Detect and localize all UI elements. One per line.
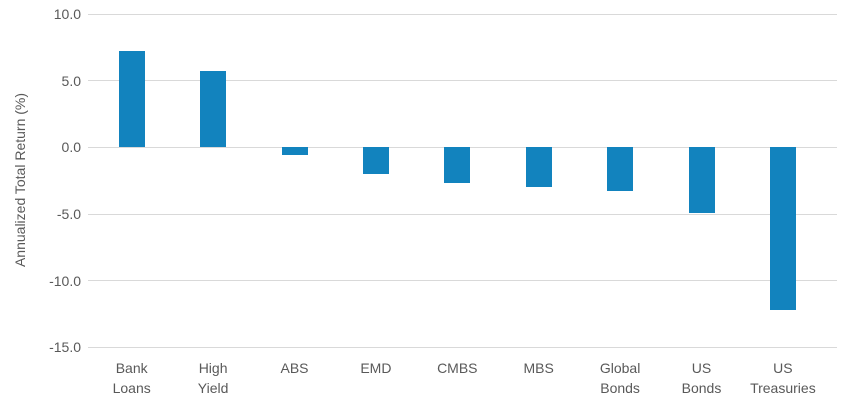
x-tick-label-line: CMBS xyxy=(437,360,478,376)
bar-mbs xyxy=(525,147,552,188)
x-tick-label-line: Bank xyxy=(115,360,148,376)
y-tick-label: -5.0 xyxy=(56,206,81,223)
x-tick-label-line: Bonds xyxy=(681,380,722,396)
gridline xyxy=(88,213,837,215)
x-axis-labels: Bank Loans High Yield ABS EMD CMBS MBS Global Bon… xyxy=(0,358,850,402)
x-tick-label-line: Global xyxy=(599,360,641,376)
gridline xyxy=(88,346,837,348)
x-tick-label-line: ABS xyxy=(280,360,309,376)
x-tick-label-global-bonds: Global Bonds xyxy=(579,358,661,398)
bar-us-treasuries xyxy=(769,147,796,311)
x-tick-label-line: Yield xyxy=(197,380,229,396)
x-tick-label-cmbs: CMBS xyxy=(416,358,498,378)
y-tick-label: 5.0 xyxy=(61,72,81,89)
bar-us-bonds xyxy=(688,147,715,213)
x-tick-label-line: MBS xyxy=(523,360,554,376)
x-tick-label-emd: EMD xyxy=(335,358,417,378)
x-tick-label-us-bonds: US Bonds xyxy=(661,358,743,398)
gridline xyxy=(88,13,837,15)
x-tick-label-line: Bonds xyxy=(600,380,640,396)
x-tick-label-high-yield: High Yield xyxy=(172,358,254,398)
y-tick-label: 10.0 xyxy=(53,6,81,22)
y-tick-label: -15.0 xyxy=(49,339,81,356)
y-axis-tick-labels: 10.0 5.0 0.0 -5.0 -10.0 -15.0 xyxy=(0,0,81,402)
bar-bank-loans xyxy=(118,51,145,148)
gridline xyxy=(88,80,837,82)
bar-cmbs xyxy=(444,147,471,184)
x-tick-label-bank-loans: Bank Loans xyxy=(91,358,173,398)
x-tick-label-line: High xyxy=(198,360,228,376)
bar-global-bonds xyxy=(607,147,634,192)
x-tick-label-line: US xyxy=(691,360,712,376)
plot-area xyxy=(88,13,837,348)
x-tick-label-mbs: MBS xyxy=(498,358,580,378)
x-tick-label-abs: ABS xyxy=(254,358,336,378)
y-tick-label: 0.0 xyxy=(61,139,81,156)
x-tick-label-line: EMD xyxy=(360,360,392,376)
bar-high-yield xyxy=(200,71,227,148)
x-tick-label-line: Loans xyxy=(112,380,151,396)
y-tick-label: -10.0 xyxy=(49,272,81,289)
x-tick-label-us-treasuries: US Treasuries xyxy=(742,358,824,398)
gridline xyxy=(88,280,837,282)
bar-emd xyxy=(362,147,389,175)
x-tick-label-line: Treasuries xyxy=(750,380,816,396)
bar-abs xyxy=(281,147,308,156)
x-tick-label-line: US xyxy=(773,360,793,376)
